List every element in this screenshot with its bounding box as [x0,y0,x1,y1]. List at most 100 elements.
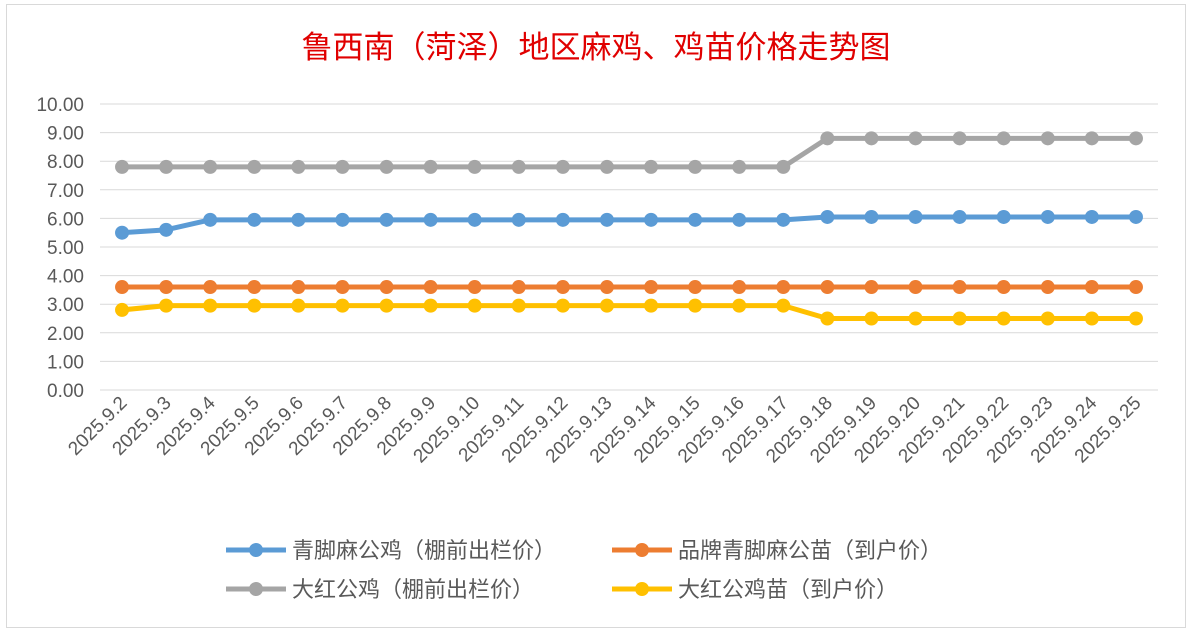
data-point [511,280,526,295]
data-point [379,298,394,313]
data-point [247,159,262,174]
data-point [291,159,306,174]
y-tick-label: 5.00 [47,238,84,259]
data-point [1128,131,1143,146]
data-point [644,212,659,227]
y-tick-label: 3.00 [47,295,84,316]
data-point [688,298,703,313]
data-point [1040,131,1055,146]
data-point [379,280,394,295]
y-tick-label: 8.00 [47,152,84,173]
data-point [1128,311,1143,326]
data-point [820,209,835,224]
data-point [423,298,438,313]
data-point [555,212,570,227]
x-tick-labels: 2025.9.22025.9.32025.9.42025.9.52025.9.6… [64,392,1145,467]
data-point [1084,209,1099,224]
data-point [247,280,262,295]
data-point [820,280,835,295]
legend-marker [249,543,263,557]
y-tick-label: 2.00 [47,324,84,345]
data-point [203,298,218,313]
data-point [467,298,482,313]
data-point [379,159,394,174]
data-point [511,212,526,227]
gridlines [100,103,1158,391]
data-point [864,131,879,146]
data-point [599,212,614,227]
data-point [511,159,526,174]
data-point [688,280,703,295]
data-point [599,298,614,313]
legend-marker [249,582,263,596]
data-point [423,280,438,295]
data-point [203,280,218,295]
data-point [511,298,526,313]
data-point [776,298,791,313]
data-point [732,212,747,227]
data-point [335,298,350,313]
data-point [1040,280,1055,295]
data-point [952,209,967,224]
data-point [996,209,1011,224]
data-point [732,280,747,295]
data-point [115,280,130,295]
data-point [1040,209,1055,224]
data-point [688,159,703,174]
y-tick-label: 1.00 [47,352,84,373]
data-point [732,159,747,174]
data-point [644,298,659,313]
data-point [820,131,835,146]
data-point [335,212,350,227]
data-point [467,212,482,227]
data-point [159,159,174,174]
data-point [864,209,879,224]
data-point [247,212,262,227]
data-point [335,159,350,174]
legend-label: 品牌青脚麻公苗（到户价） [678,539,942,564]
data-point [908,209,923,224]
legend-label: 青脚麻公鸡（棚前出栏价） [292,539,556,564]
data-point [776,212,791,227]
data-point [996,280,1011,295]
data-point [467,280,482,295]
y-tick-label: 6.00 [47,209,84,230]
data-point [115,159,130,174]
data-point [159,280,174,295]
data-point [1128,280,1143,295]
series-line [121,303,1136,321]
data-point [776,159,791,174]
series-group [115,131,1143,326]
legend-label: 大红公鸡（棚前出栏价） [292,578,534,603]
legend-marker [635,582,649,596]
data-point [908,280,923,295]
data-point [644,280,659,295]
data-point [952,131,967,146]
data-point [644,159,659,174]
data-point [1040,311,1055,326]
data-point [555,298,570,313]
data-point [996,311,1011,326]
data-point [115,225,130,240]
y-tick-label: 9.00 [47,124,84,145]
data-point [203,159,218,174]
chart-title: 鲁西南（菏泽）地区麻鸡、鸡苗价格走势图 [301,30,891,66]
data-point [1128,209,1143,224]
data-point [423,212,438,227]
data-point [732,298,747,313]
data-point [908,131,923,146]
data-point [864,280,879,295]
data-point [599,159,614,174]
data-point [1084,280,1099,295]
y-tick-label: 0.00 [47,381,84,402]
data-point [776,280,791,295]
data-point [688,212,703,227]
y-tick-label: 7.00 [47,181,84,202]
data-point [555,280,570,295]
data-point [115,302,130,317]
data-point [335,280,350,295]
data-point [467,159,482,174]
data-point [555,159,570,174]
legend: 青脚麻公鸡（棚前出栏价） 品牌青脚麻公苗（到户价） 大红公鸡（棚前出栏价） 大红公鸡苗… [226,539,942,603]
